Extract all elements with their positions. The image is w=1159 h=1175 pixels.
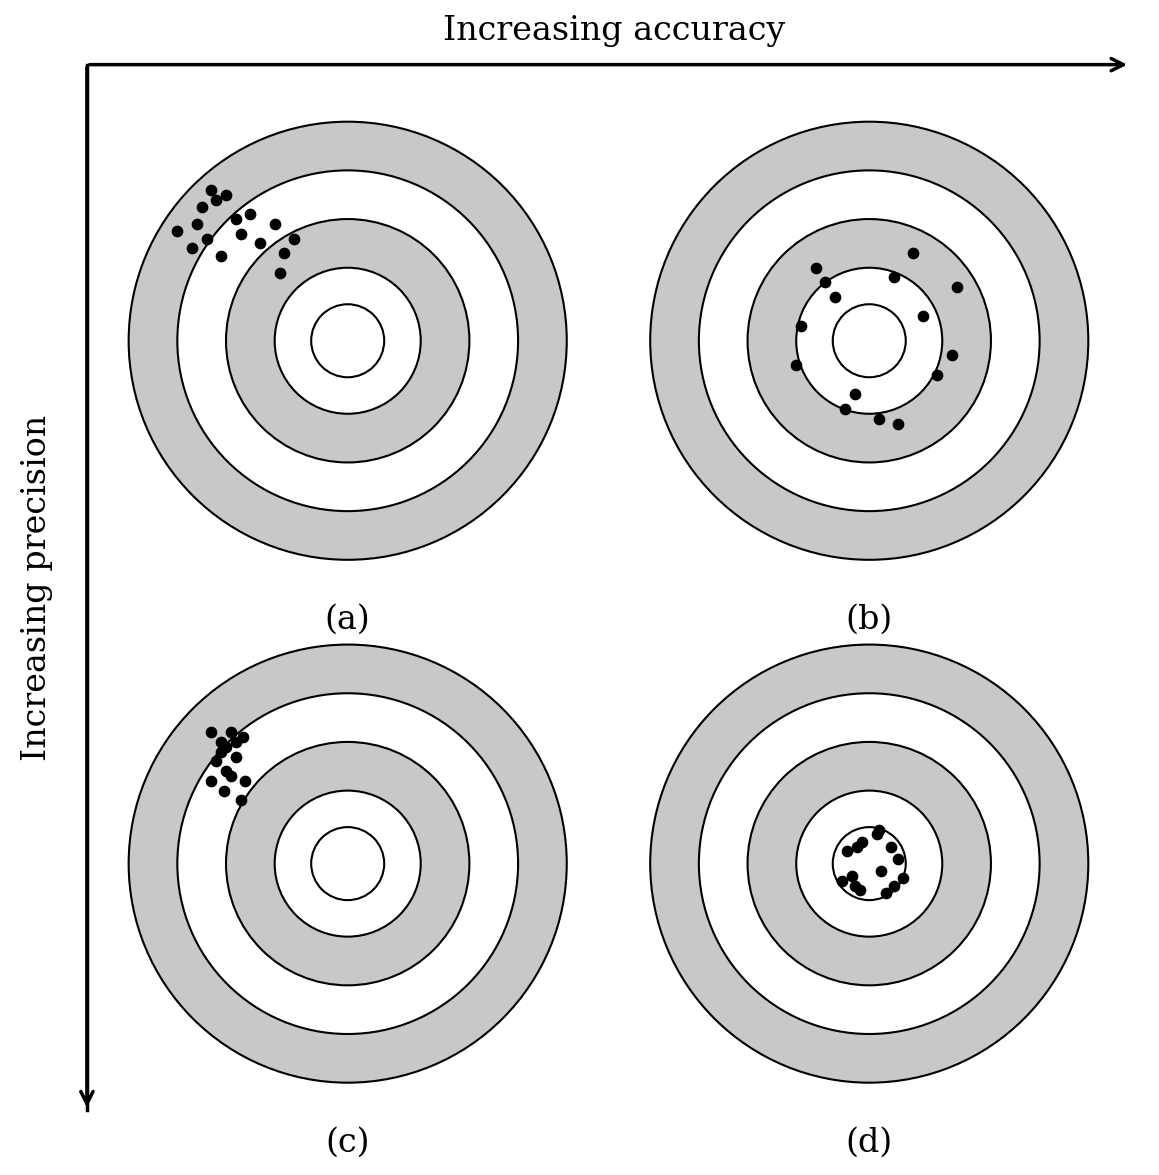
Circle shape <box>311 827 385 900</box>
Point <box>221 766 240 785</box>
Point <box>192 197 211 216</box>
Point <box>869 409 888 428</box>
Circle shape <box>177 170 518 511</box>
Circle shape <box>832 827 906 900</box>
Point <box>217 186 235 204</box>
Text: Increasing accuracy: Increasing accuracy <box>443 14 786 47</box>
Point <box>214 781 233 800</box>
Point <box>234 727 253 746</box>
Point <box>232 224 250 243</box>
Circle shape <box>311 304 385 377</box>
Point <box>836 400 854 418</box>
Point <box>232 791 250 810</box>
Point <box>807 258 825 277</box>
Point <box>884 268 903 287</box>
Point <box>226 209 245 228</box>
Point <box>207 190 226 209</box>
Point <box>212 247 231 266</box>
Point <box>236 772 255 791</box>
Point <box>894 868 912 887</box>
Circle shape <box>748 741 991 986</box>
Point <box>221 723 240 741</box>
Point <box>250 234 269 253</box>
Circle shape <box>699 693 1040 1034</box>
Point <box>202 723 220 741</box>
Point <box>889 414 907 432</box>
Circle shape <box>832 304 906 377</box>
Point <box>884 877 903 895</box>
Text: (c): (c) <box>326 1127 370 1159</box>
Point <box>833 871 852 889</box>
Point <box>188 215 206 234</box>
Point <box>241 204 260 223</box>
Circle shape <box>650 122 1088 559</box>
Circle shape <box>129 122 567 559</box>
Circle shape <box>748 219 991 463</box>
Circle shape <box>129 645 567 1082</box>
Point <box>845 877 863 895</box>
Point <box>873 861 891 880</box>
Point <box>202 772 220 791</box>
Point <box>217 761 235 780</box>
Point <box>948 277 967 296</box>
Point <box>212 743 231 761</box>
Point <box>183 239 202 257</box>
Text: Increasing precision: Increasing precision <box>21 415 53 760</box>
Point <box>843 866 861 885</box>
Point <box>212 732 231 751</box>
Point <box>168 222 187 241</box>
Circle shape <box>226 219 469 463</box>
Point <box>792 317 810 336</box>
Point <box>851 881 869 900</box>
Point <box>882 838 901 857</box>
Point <box>867 825 885 844</box>
Point <box>265 215 284 234</box>
Circle shape <box>699 170 1040 511</box>
Point <box>787 356 806 375</box>
Point <box>217 738 235 757</box>
Text: (a): (a) <box>325 604 371 636</box>
Point <box>928 365 947 384</box>
Point <box>826 288 845 307</box>
Point <box>838 842 857 861</box>
Point <box>270 263 289 282</box>
Text: (d): (d) <box>846 1127 892 1159</box>
Point <box>848 838 867 857</box>
Circle shape <box>275 791 421 936</box>
Circle shape <box>177 693 518 1034</box>
Point <box>904 243 923 262</box>
Point <box>869 820 888 839</box>
Point <box>942 345 961 364</box>
Circle shape <box>226 741 469 986</box>
Point <box>207 752 226 771</box>
Circle shape <box>796 791 942 936</box>
Point <box>197 229 216 248</box>
Point <box>877 884 896 902</box>
Point <box>889 850 907 868</box>
Point <box>226 747 245 766</box>
Point <box>226 732 245 751</box>
Circle shape <box>650 645 1088 1082</box>
Circle shape <box>275 268 421 414</box>
Circle shape <box>796 268 942 414</box>
Point <box>816 273 834 291</box>
Point <box>285 229 304 248</box>
Point <box>202 181 220 200</box>
Text: (b): (b) <box>846 604 892 636</box>
Point <box>845 385 863 404</box>
Point <box>275 243 293 262</box>
Point <box>913 307 932 325</box>
Point <box>853 832 872 851</box>
